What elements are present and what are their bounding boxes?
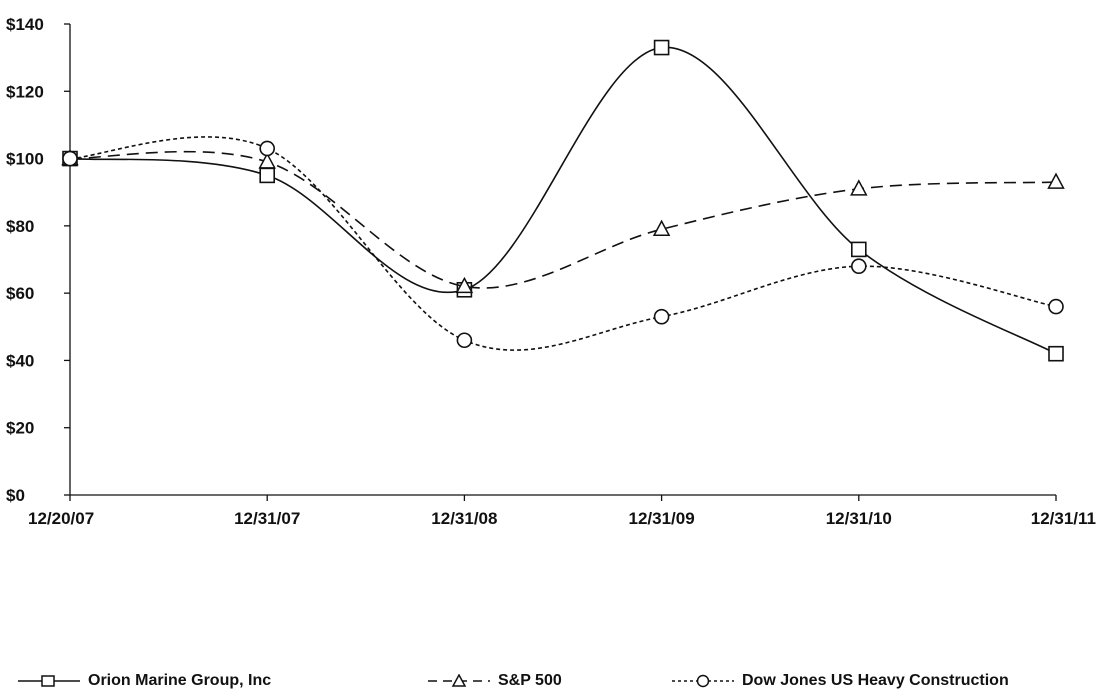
series-line-0	[69, 46, 1057, 355]
y-tick-label: $100	[6, 150, 44, 169]
data-point-circle	[259, 140, 276, 157]
series-line-1	[69, 150, 1057, 289]
series-line-2	[69, 136, 1057, 351]
data-point-circle	[653, 308, 670, 325]
data-point-circle	[456, 332, 473, 349]
data-point-triangle	[1047, 172, 1065, 189]
legend: Orion Marine Group, Inc S&P 500 Dow Jone…	[0, 672, 1100, 696]
legend-item-dow-jones: Dow Jones US Heavy Construction	[672, 672, 1009, 690]
series-group	[61, 39, 1065, 362]
y-tick-label: $80	[6, 217, 34, 236]
legend-item-orion: Orion Marine Group, Inc	[18, 672, 271, 690]
legend-square-marker-icon	[18, 675, 80, 687]
data-point-square	[259, 167, 276, 184]
data-point-triangle	[258, 152, 276, 169]
y-tick-label: $0	[6, 486, 25, 505]
x-tick-label: 12/31/10	[826, 509, 892, 528]
axes: $0 $20 $40 $60 $80 $100 $120 $140 12/20/07 12/31/…	[6, 15, 1096, 528]
data-point-triangle	[652, 219, 671, 236]
x-tick-label: 12/31/07	[234, 509, 300, 528]
legend-item-sp500: S&P 500	[428, 672, 562, 690]
data-point-square	[1048, 345, 1064, 362]
x-tick-label: 12/20/07	[28, 509, 94, 528]
data-point-triangle	[850, 179, 868, 196]
data-point-square	[850, 241, 867, 258]
data-point-triangle	[455, 276, 474, 294]
data-point-circle	[62, 150, 78, 167]
legend-circle-marker-icon	[672, 674, 734, 688]
x-tick-label: 12/31/11	[1031, 509, 1096, 528]
y-tick-label: $20	[6, 419, 34, 438]
y-tick-label: $60	[6, 284, 34, 303]
legend-label-dow-jones: Dow Jones US Heavy Construction	[742, 672, 1009, 689]
legend-label-sp500: S&P 500	[498, 672, 562, 689]
data-point-square	[653, 39, 670, 56]
legend-label-orion: Orion Marine Group, Inc	[88, 672, 272, 689]
data-point-circle	[850, 258, 867, 275]
data-point-circle	[1048, 298, 1064, 315]
y-tick-label: $40	[6, 351, 34, 370]
y-tick-label: $140	[6, 15, 44, 34]
x-tick-label: 12/31/08	[431, 509, 497, 528]
legend-triangle-marker-icon	[428, 674, 490, 687]
x-tick-label: 12/31/09	[629, 509, 695, 528]
y-tick-label: $120	[6, 82, 44, 101]
